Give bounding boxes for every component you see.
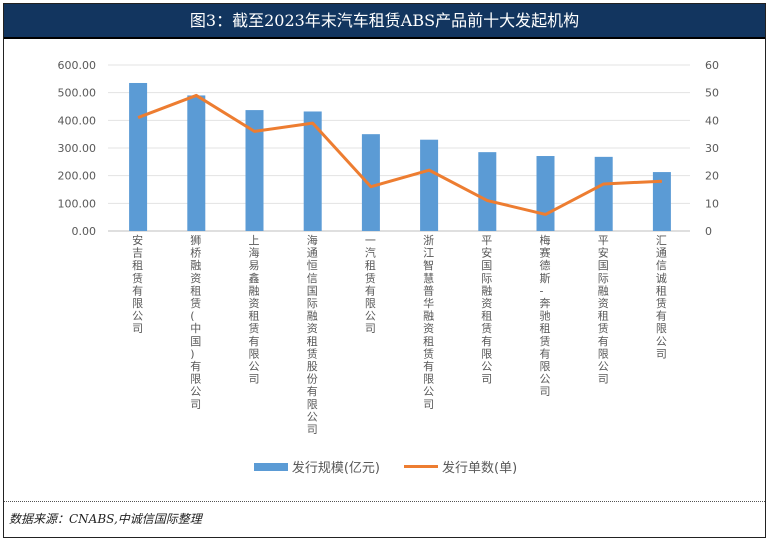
category-label: 汇通信诚租赁有限公司: [656, 234, 667, 360]
bar: [361, 134, 380, 231]
legend-swatch-line: [404, 465, 438, 468]
legend-label-line: 发行单数(单): [442, 461, 518, 476]
category-label: 浙江智慧普华融资租赁有限公司: [423, 234, 434, 411]
left-axis-tick: 500.00: [58, 87, 97, 100]
bar: [129, 82, 148, 231]
left-axis-tick: 400.00: [58, 114, 97, 127]
figure-frame: [3, 3, 766, 538]
bar: [187, 95, 206, 231]
left-axis-tick: 200.00: [58, 170, 97, 183]
source-note: 数据来源：CNABS,中诚信国际整理: [9, 512, 202, 526]
bar: [420, 139, 439, 231]
category-label: 上海易鑫融资租赁有限公司: [249, 234, 260, 386]
right-axis-tick: 20: [705, 170, 719, 183]
legend-item-line: 发行单数(单): [404, 457, 517, 476]
left-axis-tick: 300.00: [58, 142, 97, 155]
category-label: 海通恒信国际融资租赁股份有限公司: [307, 233, 318, 436]
left-axis-tick: 600.00: [58, 59, 97, 72]
right-axis-tick: 40: [705, 114, 719, 127]
bar: [245, 110, 264, 231]
bar: [303, 111, 322, 231]
left-axis-tick: 100.00: [58, 197, 97, 210]
right-axis-tick: 10: [705, 197, 719, 210]
legend-swatch-bar: [253, 462, 288, 471]
bar: [536, 156, 555, 231]
left-axis-tick: 0.00: [72, 225, 97, 238]
right-axis-tick: 0: [705, 225, 712, 238]
divider: [4, 501, 765, 502]
figure-title: 图3：截至2023年末汽车租赁ABS产品前十大发起机构: [4, 4, 765, 39]
category-label: 狮桥融资租赁(中国)有限公司: [190, 234, 201, 411]
right-axis-tick: 60: [705, 59, 719, 72]
right-axis-tick: 50: [705, 87, 719, 100]
bar: [652, 172, 671, 231]
bar: [478, 152, 497, 231]
category-label: 平安国际融资租赁有限公司: [481, 234, 492, 386]
category-label: 梅赛德斯-奔驰租赁有限公司: [540, 233, 551, 398]
category-label: 平安国际融资租赁有限公司: [598, 234, 609, 386]
legend-item-bar: 发行规模(亿元): [253, 457, 380, 476]
right-axis-tick: 30: [705, 142, 719, 155]
legend-label-bar: 发行规模(亿元): [291, 461, 380, 476]
legend: 发行规模(亿元) 发行单数(单): [0, 457, 771, 476]
category-label: 安吉租赁有限公司: [132, 233, 143, 335]
bar: [594, 156, 613, 231]
series-line: [137, 93, 662, 216]
category-label: 一汽租赁有限公司: [365, 234, 376, 335]
